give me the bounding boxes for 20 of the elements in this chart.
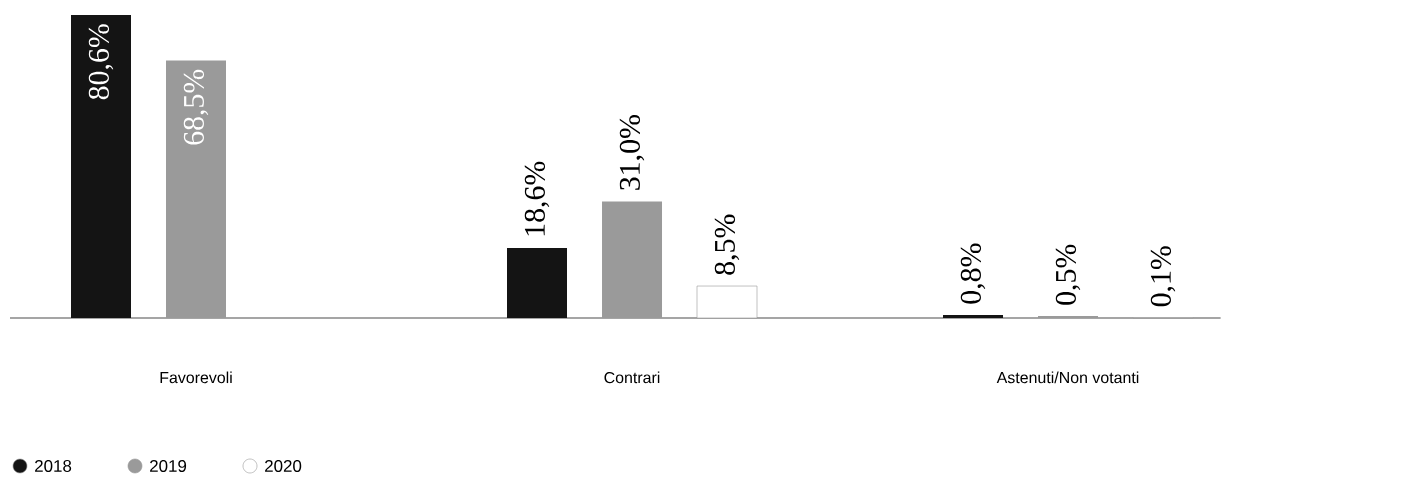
data-label: 8,5%: [714, 214, 740, 275]
data-label: 80,6%: [88, 24, 114, 100]
data-label: 0,5%: [1055, 244, 1081, 305]
x-tick-label: Contrari: [604, 371, 660, 384]
bar: [166, 60, 226, 318]
data-label: 31,0%: [619, 115, 645, 190]
legend-label: 2018: [35, 460, 72, 472]
bar: [602, 201, 663, 318]
bar: [943, 314, 1004, 318]
data-label: 0,8%: [960, 243, 986, 304]
bar: [71, 15, 131, 318]
x-tick-label: Astenuti/Non votanti: [996, 371, 1139, 384]
data-label: 18,6%: [524, 161, 550, 236]
data-label: 68,5%: [183, 69, 209, 145]
x-tick-label: Favorevoli: [160, 371, 232, 384]
data-label: 0,1%: [1150, 246, 1176, 307]
bar: [696, 285, 758, 319]
legend-label: 2019: [150, 460, 187, 472]
legend-label: 2020: [265, 460, 302, 472]
bar: [507, 248, 567, 318]
